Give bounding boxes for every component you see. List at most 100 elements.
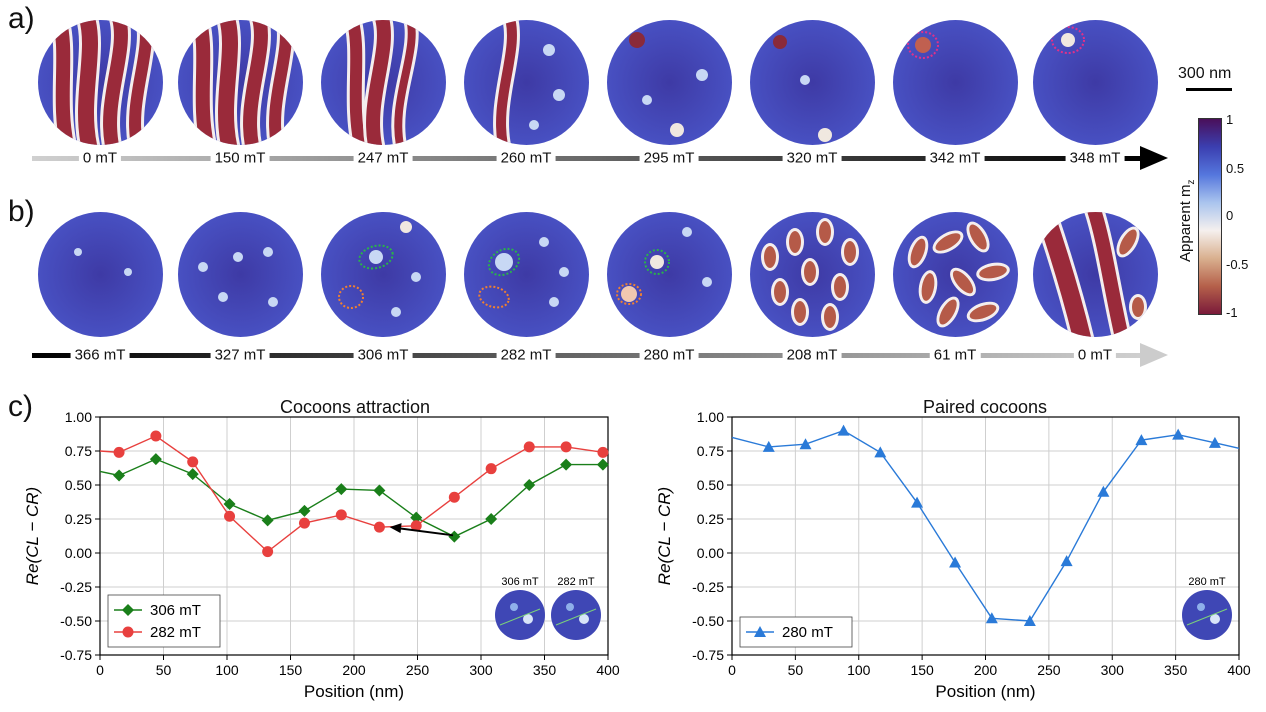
x-tick-label: 200	[974, 662, 998, 678]
data-point	[985, 612, 998, 624]
field-label: 0 mT	[1073, 346, 1117, 364]
field-label: 327 mT	[210, 346, 270, 364]
field-label: 247 mT	[353, 149, 413, 167]
data-point	[762, 440, 775, 452]
data-point	[224, 510, 236, 522]
field-label: 61 mT	[929, 346, 981, 364]
x-tick-label: 0	[96, 662, 104, 678]
data-point	[1135, 434, 1148, 446]
data-point	[949, 556, 962, 568]
inset-image: 280 mT	[1182, 576, 1232, 640]
field-label: 280 mT	[639, 346, 699, 364]
magnetization-image	[607, 20, 732, 145]
y-tick-label: 0.25	[65, 511, 92, 527]
data-point	[1060, 555, 1073, 567]
colorbar	[1198, 118, 1222, 315]
x-tick-label: 150	[279, 662, 303, 678]
data-point	[298, 504, 311, 517]
y-tick-label: 0.00	[65, 545, 92, 561]
colorbar-tick: 0.5	[1226, 161, 1245, 176]
data-point	[150, 430, 162, 442]
data-point	[410, 520, 422, 532]
colorbar-tick: -0.5	[1226, 257, 1249, 272]
y-tick-label: 0.00	[697, 545, 724, 561]
data-point	[186, 468, 199, 481]
plot-frame	[731, 416, 1240, 656]
inset-label: 306 mT	[501, 576, 539, 588]
legend-entry: 280 mT	[782, 624, 833, 641]
field-label: 295 mT	[639, 149, 699, 167]
magnetization-image	[607, 212, 732, 337]
magnetization-image	[321, 20, 446, 145]
y-tick-label: -0.25	[692, 579, 724, 595]
colorbar-title: Apparent mz	[1177, 179, 1197, 262]
field-label: 348 mT	[1065, 149, 1125, 167]
field-label: 320 mT	[782, 149, 842, 167]
data-point	[597, 446, 609, 458]
magnetization-image	[178, 20, 303, 145]
data-point	[448, 491, 460, 503]
panel-label-c: c)	[8, 390, 33, 423]
data-point	[261, 514, 274, 527]
y-tick-label: 0.75	[65, 443, 92, 459]
magnetization-image	[750, 20, 875, 145]
y-tick-label: -0.75	[692, 647, 724, 663]
x-axis-label: Position (nm)	[304, 682, 404, 701]
y-tick-label: -0.50	[60, 613, 92, 629]
field-label: 306 mT	[353, 346, 413, 364]
data-point	[373, 484, 386, 497]
data-point	[149, 453, 162, 466]
chart-paired-cocoons: 0 50 100 150 200 250 300 350 400 -0.75 -0.50 -0.25 0…	[655, 409, 1251, 701]
data-point	[1172, 428, 1185, 440]
y-tick-label: 0.25	[697, 511, 724, 527]
legend-entry: 282 mT	[150, 624, 201, 641]
field-label: 260 mT	[496, 149, 556, 167]
data-point	[485, 513, 498, 525]
field-label: 0 mT	[78, 149, 122, 167]
x-tick-label: 150	[910, 662, 934, 678]
annotation-arrow	[389, 523, 454, 537]
legend-entry: 306 mT	[150, 602, 201, 619]
magnetization-image	[178, 212, 303, 337]
inset-label: 282 mT	[557, 576, 595, 588]
x-tick-label: 350	[533, 662, 557, 678]
data-point	[262, 546, 274, 558]
x-axis-label: Position (nm)	[935, 682, 1035, 701]
field-label: 342 mT	[925, 149, 985, 167]
data-point	[187, 456, 199, 468]
x-tick-label: 250	[406, 662, 430, 678]
data-point	[335, 509, 347, 521]
y-tick-label: -0.25	[60, 579, 92, 595]
x-tick-label: 100	[847, 662, 871, 678]
field-label: 150 mT	[210, 149, 270, 167]
field-direction-arrow	[1140, 146, 1168, 170]
magnetization-image	[893, 20, 1018, 145]
scale-bar	[1186, 88, 1232, 91]
magnetization-image	[750, 212, 875, 337]
colorbar-tick: -1	[1226, 305, 1238, 320]
x-tick-label: 300	[1101, 662, 1125, 678]
y-axis-label: Re(CL − CR)	[23, 487, 42, 585]
y-tick-label: 0.50	[697, 477, 724, 493]
y-tick-label: 1.00	[65, 409, 92, 425]
field-label: 208 mT	[782, 346, 842, 364]
magnetization-image	[38, 20, 163, 145]
y-axis-label: Re(CL − CR)	[655, 487, 674, 585]
data-point	[373, 521, 385, 533]
field-label: 366 mT	[70, 346, 130, 364]
data-point	[1208, 436, 1221, 448]
inset-image: 282 mT	[551, 576, 601, 640]
legend: 280 mT	[739, 616, 853, 648]
series-line	[99, 435, 608, 553]
y-tick-label: 0.50	[65, 477, 92, 493]
data-point	[523, 441, 535, 453]
x-tick-label: 0	[728, 662, 736, 678]
data-point	[223, 498, 236, 511]
inset-image: 306 mT	[495, 576, 545, 640]
data-point	[448, 530, 461, 543]
field-label: 282 mT	[496, 346, 556, 364]
colorbar-tick: 1	[1226, 112, 1234, 127]
panel-label-b: b)	[8, 195, 35, 228]
x-tick-label: 300	[469, 662, 493, 678]
data-point	[799, 438, 812, 450]
